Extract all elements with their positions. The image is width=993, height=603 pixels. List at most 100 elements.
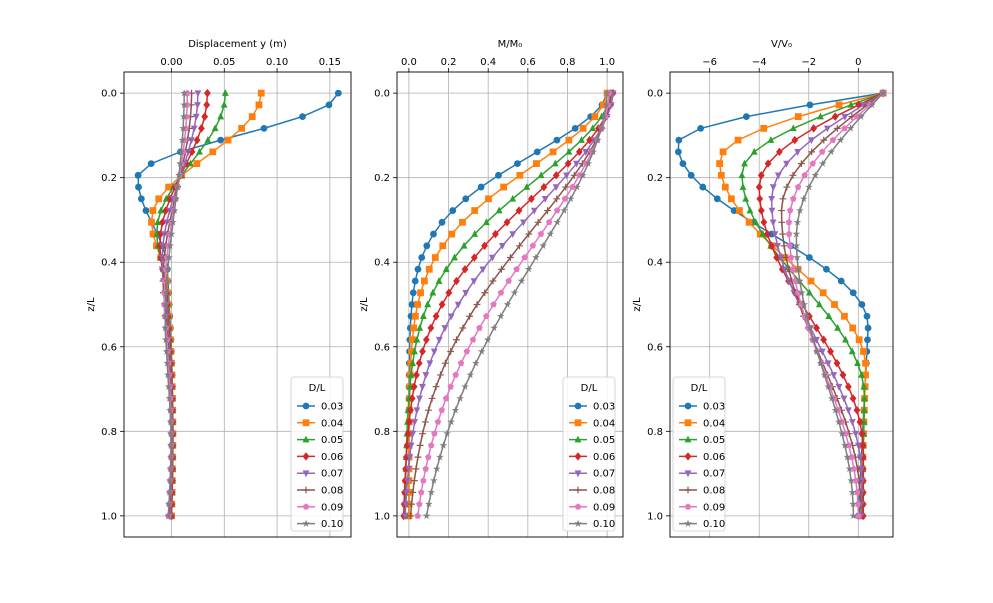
data-point (495, 206, 503, 214)
data-point (163, 277, 171, 285)
series-line (795, 92, 884, 516)
data-point (193, 135, 201, 145)
data-point (815, 300, 823, 308)
data-point (410, 382, 418, 391)
series-0.07 (768, 90, 887, 520)
data-point (575, 147, 583, 157)
data-point (175, 171, 183, 179)
data-point (516, 171, 524, 179)
data-point (425, 406, 432, 414)
data-point (453, 336, 460, 344)
data-point (857, 112, 865, 120)
x-tick-label: 0.15 (319, 57, 341, 68)
data-point (435, 277, 443, 284)
data-point (879, 89, 887, 97)
data-point (806, 288, 813, 296)
series-0.10 (161, 89, 188, 520)
data-point (408, 301, 416, 308)
data-point (427, 488, 435, 496)
data-point (789, 124, 797, 132)
data-point (603, 89, 611, 97)
data-point (135, 183, 142, 191)
legend-label: 0.04 (593, 418, 615, 429)
data-point (778, 207, 785, 214)
data-point (544, 207, 551, 214)
data-point (774, 242, 781, 250)
data-point (505, 277, 512, 284)
legend-entry-0.05: 0.05 (679, 435, 725, 446)
data-point (520, 219, 527, 227)
data-point (441, 359, 449, 367)
data-point (164, 370, 172, 379)
data-point (500, 183, 508, 191)
data-point (490, 301, 497, 308)
legend-marker (302, 519, 310, 527)
legend-marker (684, 486, 692, 494)
data-point (675, 136, 683, 144)
legend-label: 0.08 (321, 486, 343, 497)
data-point (159, 218, 166, 227)
data-point (589, 124, 597, 132)
data-point (163, 359, 172, 367)
data-point (462, 289, 470, 297)
data-point (541, 196, 549, 203)
data-point (164, 382, 173, 390)
data-point (789, 265, 797, 273)
data-point (149, 230, 157, 238)
data-point (764, 159, 772, 168)
data-point (179, 112, 188, 120)
data-point (423, 242, 431, 250)
data-point (835, 417, 843, 426)
data-point (404, 477, 411, 485)
data-point (461, 265, 469, 274)
data-point (818, 148, 826, 155)
data-point (481, 241, 488, 250)
data-point (767, 136, 775, 143)
data-point (600, 112, 609, 120)
data-point (845, 407, 852, 415)
data-point (727, 195, 735, 203)
data-point (441, 325, 449, 332)
data-point (848, 453, 855, 460)
data-point (166, 476, 175, 484)
legend-box (290, 376, 344, 532)
data-point (841, 113, 849, 121)
data-point (483, 312, 490, 319)
data-point (816, 359, 825, 367)
data-point (848, 347, 856, 355)
legend-entry-0.04: 0.04 (297, 418, 343, 429)
legend-label: 0.03 (703, 402, 725, 413)
data-point (407, 405, 414, 415)
data-point (827, 347, 834, 356)
data-point (848, 419, 856, 426)
data-point (167, 429, 175, 437)
data-point (827, 147, 835, 156)
data-point (839, 370, 847, 380)
data-point (799, 194, 808, 203)
data-point (534, 218, 542, 226)
data-point (741, 159, 748, 167)
data-point (860, 348, 867, 355)
data-point (408, 500, 415, 508)
legend-entry-0.06: 0.06 (297, 452, 343, 463)
data-point (855, 100, 863, 110)
data-point (431, 430, 438, 437)
data-point (194, 102, 201, 109)
data-point (425, 453, 432, 460)
legend-label: 0.03 (321, 402, 343, 413)
data-point (768, 207, 776, 215)
data-point (201, 112, 209, 121)
data-point (837, 277, 845, 285)
data-point (490, 323, 498, 332)
y-tick-label: 0.4 (374, 258, 390, 269)
data-point (204, 136, 212, 143)
data-point (565, 147, 573, 155)
legend-marker (302, 419, 310, 427)
data-point (193, 160, 201, 167)
y-tick-label: 0.2 (647, 173, 663, 184)
data-point (166, 417, 175, 426)
data-point (405, 466, 412, 473)
data-point (560, 206, 568, 214)
legend-entry-0.03: 0.03 (297, 402, 343, 413)
data-point (161, 323, 169, 332)
